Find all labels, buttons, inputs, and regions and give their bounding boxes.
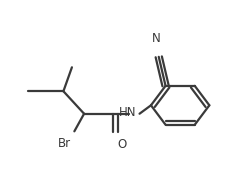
Text: N: N <box>152 32 161 45</box>
Text: Br: Br <box>58 137 71 150</box>
Text: O: O <box>118 139 127 151</box>
Text: HN: HN <box>118 106 136 119</box>
